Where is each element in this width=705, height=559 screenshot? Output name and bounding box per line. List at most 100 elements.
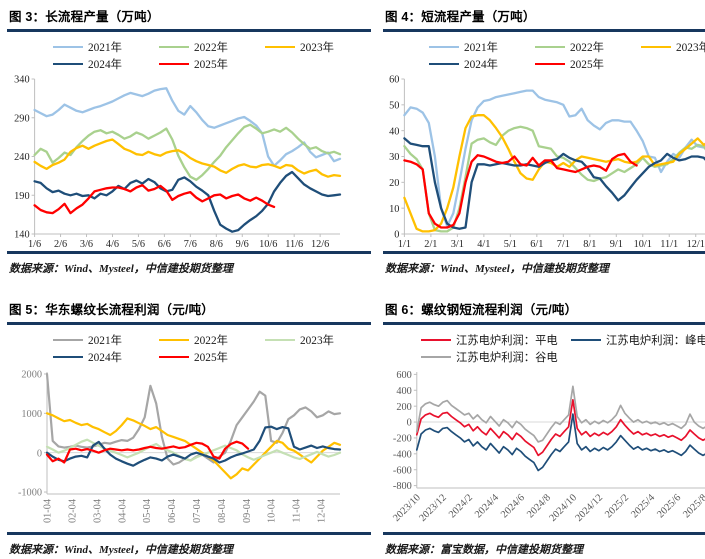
svg-text:2024/6: 2024/6	[499, 492, 527, 520]
svg-text:9/1: 9/1	[610, 239, 623, 250]
svg-text:2025/8: 2025/8	[681, 492, 705, 520]
legend-item: 2021年	[53, 39, 159, 55]
svg-text:3/1: 3/1	[451, 239, 464, 250]
legend-item: 江苏电炉利润：峰电	[571, 332, 705, 348]
svg-text:50: 50	[389, 100, 399, 111]
svg-text:12-04: 12-04	[317, 499, 328, 523]
legend-label: 2024年	[88, 59, 122, 71]
svg-text:7/1: 7/1	[557, 239, 570, 250]
svg-text:12/6: 12/6	[311, 239, 329, 250]
svg-text:04-04: 04-04	[117, 499, 128, 523]
svg-text:7/6: 7/6	[184, 239, 197, 250]
svg-text:09-04: 09-04	[242, 499, 253, 523]
svg-text:07-04: 07-04	[192, 499, 203, 523]
svg-text:8/1: 8/1	[583, 239, 596, 250]
svg-text:6/6: 6/6	[158, 239, 171, 250]
svg-text:2024/10: 2024/10	[547, 492, 579, 524]
svg-text:2/6: 2/6	[54, 239, 67, 250]
legend-item: 2024年	[429, 56, 535, 72]
legend-swatch	[421, 355, 451, 359]
svg-text:2023/12: 2023/12	[417, 492, 449, 524]
svg-text:1000: 1000	[21, 409, 42, 420]
svg-text:600: 600	[396, 370, 411, 381]
figure-title-fig5: 图 5：华东螺纹长流程利润（元/吨）	[9, 303, 214, 317]
svg-text:1/1: 1/1	[398, 239, 411, 250]
svg-text:01-04: 01-04	[43, 499, 54, 523]
legend-item: 2025年	[535, 56, 641, 72]
legend-item: 2021年	[53, 332, 159, 348]
legend-item: 2023年	[641, 39, 705, 55]
title-divider	[7, 29, 371, 32]
legend-fig3: 2021年 2022年 2023年 2024年 2025年	[53, 39, 371, 72]
title-divider	[383, 29, 705, 32]
svg-text:3/6: 3/6	[80, 239, 93, 250]
legend-swatch	[535, 45, 565, 49]
legend-label: 2023年	[676, 42, 705, 54]
figure-title-fig6: 图 6：螺纹钢短流程利润（元/吨）	[385, 303, 578, 317]
source-note-fig3: 数据来源：Wind、Mysteel，中信建投期货整理	[9, 263, 233, 275]
svg-text:0: 0	[407, 418, 412, 429]
svg-text:2025/6: 2025/6	[655, 492, 683, 520]
legend-swatch	[53, 62, 83, 66]
svg-text:40: 40	[389, 126, 399, 137]
svg-text:11/6: 11/6	[285, 239, 303, 250]
legend-label: 江苏电炉利润：平电	[456, 335, 558, 347]
legend-item: 2024年	[53, 56, 159, 72]
svg-text:2024/2: 2024/2	[447, 492, 475, 520]
legend-item: 2025年	[159, 56, 265, 72]
svg-text:290: 290	[14, 113, 29, 124]
svg-text:12/1: 12/1	[687, 239, 705, 250]
svg-text:-800: -800	[393, 481, 412, 492]
chart-divider	[7, 251, 371, 254]
figure-panel-fig5: 图 5：华东螺纹长流程利润（元/吨） 2021年 2022年 2023年 2024年 2…	[7, 296, 371, 559]
svg-text:5/6: 5/6	[132, 239, 145, 250]
legend-swatch	[535, 62, 565, 66]
legend-item: 2023年	[265, 332, 371, 348]
svg-text:10-04: 10-04	[267, 499, 278, 523]
line-chart-fig6: -800 -600 -400 -200 0 200 400 600 2023/102023/12…	[391, 370, 705, 524]
source-note-fig5: 数据来源：Wind、Mysteel，中信建投期货整理	[9, 544, 233, 556]
svg-text:05-04: 05-04	[142, 499, 153, 523]
svg-text:-200: -200	[393, 434, 412, 445]
legend-label: 江苏电炉利润：峰电	[606, 335, 705, 347]
svg-text:240: 240	[14, 152, 29, 163]
legend-item: 2025年	[159, 349, 265, 365]
title-divider	[383, 322, 705, 325]
svg-text:9/6: 9/6	[236, 239, 249, 250]
svg-text:2023/10: 2023/10	[391, 492, 423, 524]
svg-text:2025/2: 2025/2	[603, 492, 631, 520]
legend-label: 2025年	[194, 352, 228, 364]
figure-panel-fig6: 图 6：螺纹钢短流程利润（元/吨） 江苏电炉利润：平电 江苏电炉利润：峰电 江苏电炉…	[383, 296, 705, 559]
svg-text:1/6: 1/6	[28, 239, 41, 250]
svg-text:2024/4: 2024/4	[473, 492, 501, 520]
legend-label: 2025年	[194, 59, 228, 71]
svg-text:140: 140	[14, 230, 29, 241]
legend-label: 2021年	[88, 42, 122, 54]
svg-text:400: 400	[396, 386, 411, 397]
legend-item: 2023年	[265, 39, 371, 55]
svg-text:30: 30	[389, 152, 399, 163]
svg-text:10/6: 10/6	[259, 239, 277, 250]
legend-swatch	[53, 45, 83, 49]
svg-text:08-04: 08-04	[217, 499, 228, 523]
svg-text:6/1: 6/1	[530, 239, 543, 250]
chart-divider	[7, 532, 371, 535]
svg-text:-400: -400	[393, 449, 412, 460]
svg-text:06-04: 06-04	[167, 499, 178, 523]
legend-fig4: 2021年 2022年 2023年 2024年 2025年	[429, 39, 705, 72]
legend-label: 2024年	[464, 59, 498, 71]
svg-text:2/1: 2/1	[424, 239, 437, 250]
legend-label: 2022年	[570, 42, 604, 54]
legend-swatch	[159, 45, 189, 49]
svg-text:20: 20	[389, 178, 399, 189]
svg-text:10: 10	[389, 204, 399, 215]
chart-divider	[383, 532, 705, 535]
legend-swatch	[641, 45, 671, 49]
svg-text:-600: -600	[393, 465, 412, 476]
legend-label: 2023年	[300, 335, 334, 347]
line-chart-fig3: 140 190 240 290 340 1/6 2/6 3/6 4/6 5/6 6/6 7/6 8/6 9…	[14, 75, 342, 250]
legend-swatch	[159, 355, 189, 359]
svg-text:-1000: -1000	[18, 488, 42, 499]
legend-swatch	[265, 338, 295, 342]
